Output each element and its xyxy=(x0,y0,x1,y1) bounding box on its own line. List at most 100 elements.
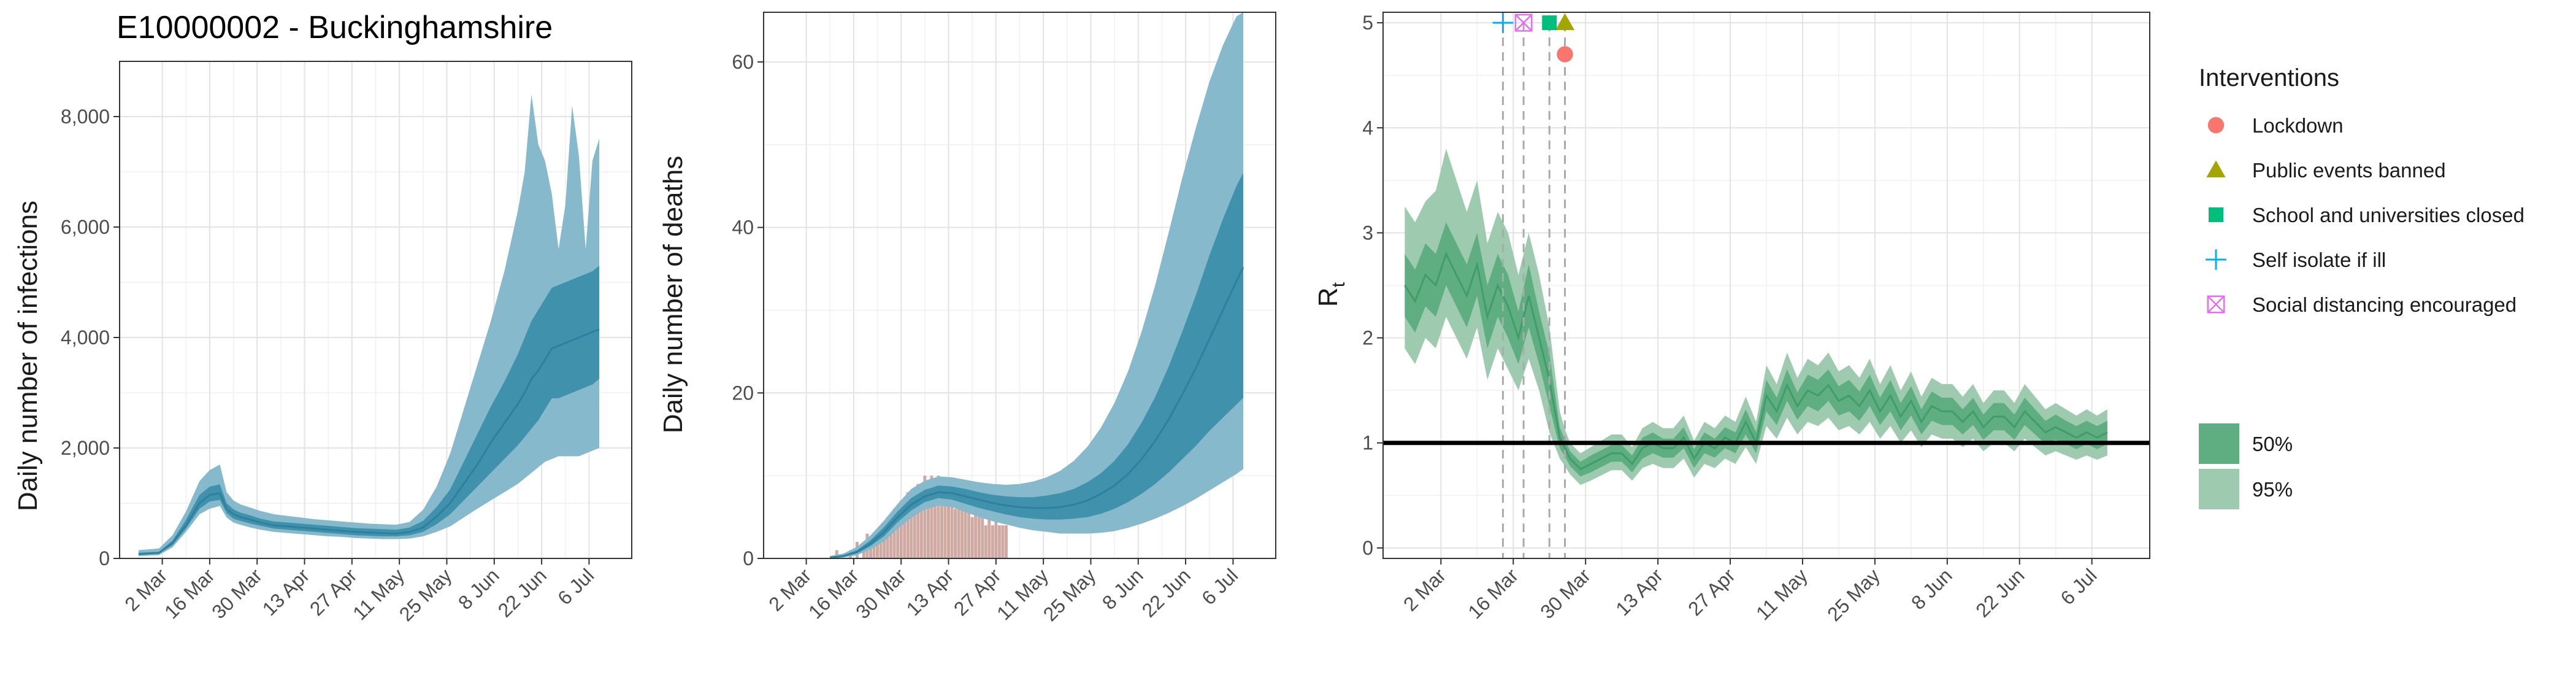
death-bar xyxy=(950,492,954,558)
x-tick-label: 25 May xyxy=(395,564,456,625)
legend-interval-swatch xyxy=(2199,423,2239,464)
x-tick-label: 11 May xyxy=(992,564,1052,624)
legend-interval-label: 50% xyxy=(2252,433,2293,455)
death-bar xyxy=(930,476,933,558)
death-bar xyxy=(947,500,951,558)
x-tick-label: 2 Mar xyxy=(1399,564,1451,615)
x-tick-label: 6 Jul xyxy=(1197,564,1242,609)
y-tick-label: 1 xyxy=(1362,432,1373,454)
x-tick-label: 16 Mar xyxy=(804,564,863,623)
y-tick-label: 20 xyxy=(732,382,754,404)
legend: Interventions Lockdown Public events bann… xyxy=(2199,64,2524,509)
x-tick-label: 13 Apr xyxy=(1611,564,1667,620)
x-tick-label: 8 Jun xyxy=(1907,564,1957,614)
y-tick-label: 2,000 xyxy=(61,437,110,459)
death-bar xyxy=(937,476,940,558)
death-bar xyxy=(906,492,910,558)
intervention-marker xyxy=(1555,13,1575,31)
death-bar xyxy=(913,492,916,558)
rt-panel: 2 Mar 16 Mar 30 Mar 13 Apr 27 Apr 11 May 25 Ma… xyxy=(1362,12,2150,625)
death-bar xyxy=(984,525,987,558)
death-bar xyxy=(933,484,937,558)
legend-title: Interventions xyxy=(2199,64,2339,91)
y-tick-label: 2 xyxy=(1362,327,1373,349)
rt-subscript: t xyxy=(1328,282,1349,287)
x-tick-label: 30 Mar xyxy=(1536,564,1595,623)
y-tick-label: 4,000 xyxy=(61,326,110,349)
death-bar xyxy=(987,517,991,558)
x-tick-label: 16 Mar xyxy=(1463,564,1522,623)
y-axis-title-rt: Rt xyxy=(1313,282,1349,307)
death-bar xyxy=(919,500,923,558)
ci-50-band xyxy=(1405,222,2107,477)
x-tick-label: 30 Mar xyxy=(207,564,266,623)
death-bar xyxy=(977,517,981,558)
chart-title: E10000002 - Buckinghamshire xyxy=(117,10,553,45)
x-tick-label: 22 Jun xyxy=(1138,564,1195,621)
death-bar xyxy=(862,550,865,558)
x-tick-label: 11 May xyxy=(1752,564,1812,624)
y-tick-label: 0 xyxy=(743,547,754,569)
y-axis-title-deaths: Daily number of deaths xyxy=(658,156,688,433)
x-tick-label: 13 Apr xyxy=(258,564,314,620)
legend-key-square xyxy=(2209,207,2223,222)
x-tick-label: 22 Jun xyxy=(494,564,551,621)
death-bar xyxy=(991,525,994,558)
x-tick-label: 11 May xyxy=(348,564,408,624)
legend-label: School and universities closed xyxy=(2252,204,2524,226)
x-tick-label: 22 Jun xyxy=(1971,564,2028,621)
x-tick-label: 27 Apr xyxy=(1684,564,1739,620)
x-tick-label: 25 May xyxy=(1039,564,1100,625)
legend-label: Public events banned xyxy=(2252,159,2446,182)
y-tick-label: 0 xyxy=(99,547,110,569)
death-bar xyxy=(997,525,1001,558)
death-bar xyxy=(869,542,872,558)
death-bar xyxy=(899,500,903,558)
death-bar xyxy=(916,484,920,558)
legend-interval-label: 95% xyxy=(2252,478,2293,501)
death-bar xyxy=(954,509,957,558)
death-bar xyxy=(923,476,927,558)
death-bar xyxy=(940,492,943,558)
x-tick-label: 30 Mar xyxy=(851,564,910,623)
y-tick-label: 40 xyxy=(732,217,754,239)
death-bar xyxy=(910,500,913,558)
median-line xyxy=(830,266,1244,559)
panel-border xyxy=(763,12,1276,559)
intervention-marker xyxy=(1557,46,1573,63)
death-bar xyxy=(903,509,907,558)
death-bar xyxy=(926,492,930,558)
death-bar xyxy=(981,509,984,558)
rt-symbol: R xyxy=(1313,287,1343,307)
death-bar xyxy=(1001,525,1005,558)
intervention-marker xyxy=(1492,12,1514,33)
death-bar xyxy=(960,500,964,558)
death-bar xyxy=(994,517,998,558)
x-tick-label: 13 Apr xyxy=(902,564,958,620)
death-bar xyxy=(889,525,893,558)
legend-key-circle xyxy=(2207,117,2225,134)
y-axis-title-infections: Daily number of infections xyxy=(13,201,43,511)
legend-label: Self isolate if ill xyxy=(2252,249,2386,271)
intervention-marker xyxy=(1542,15,1557,31)
death-bar xyxy=(835,550,838,558)
x-tick-label: 25 May xyxy=(1823,564,1884,625)
y-tick-label: 4 xyxy=(1362,117,1373,139)
median-line xyxy=(138,328,600,555)
legend-key-triangle xyxy=(2206,160,2226,177)
panel-border xyxy=(119,61,632,559)
death-bar xyxy=(896,517,900,558)
y-tick-label: 3 xyxy=(1362,222,1373,244)
death-bar xyxy=(974,509,978,558)
death-bar xyxy=(970,517,974,558)
legend-key-plus xyxy=(2206,249,2226,270)
intervention-marker xyxy=(1514,14,1533,32)
x-tick-label: 6 Jul xyxy=(2056,564,2101,609)
panel-border xyxy=(1382,12,2150,559)
legend-label: Social distancing encouraged xyxy=(2252,293,2517,316)
legend-label: Lockdown xyxy=(2252,114,2344,137)
ci-95-band xyxy=(830,12,1243,558)
